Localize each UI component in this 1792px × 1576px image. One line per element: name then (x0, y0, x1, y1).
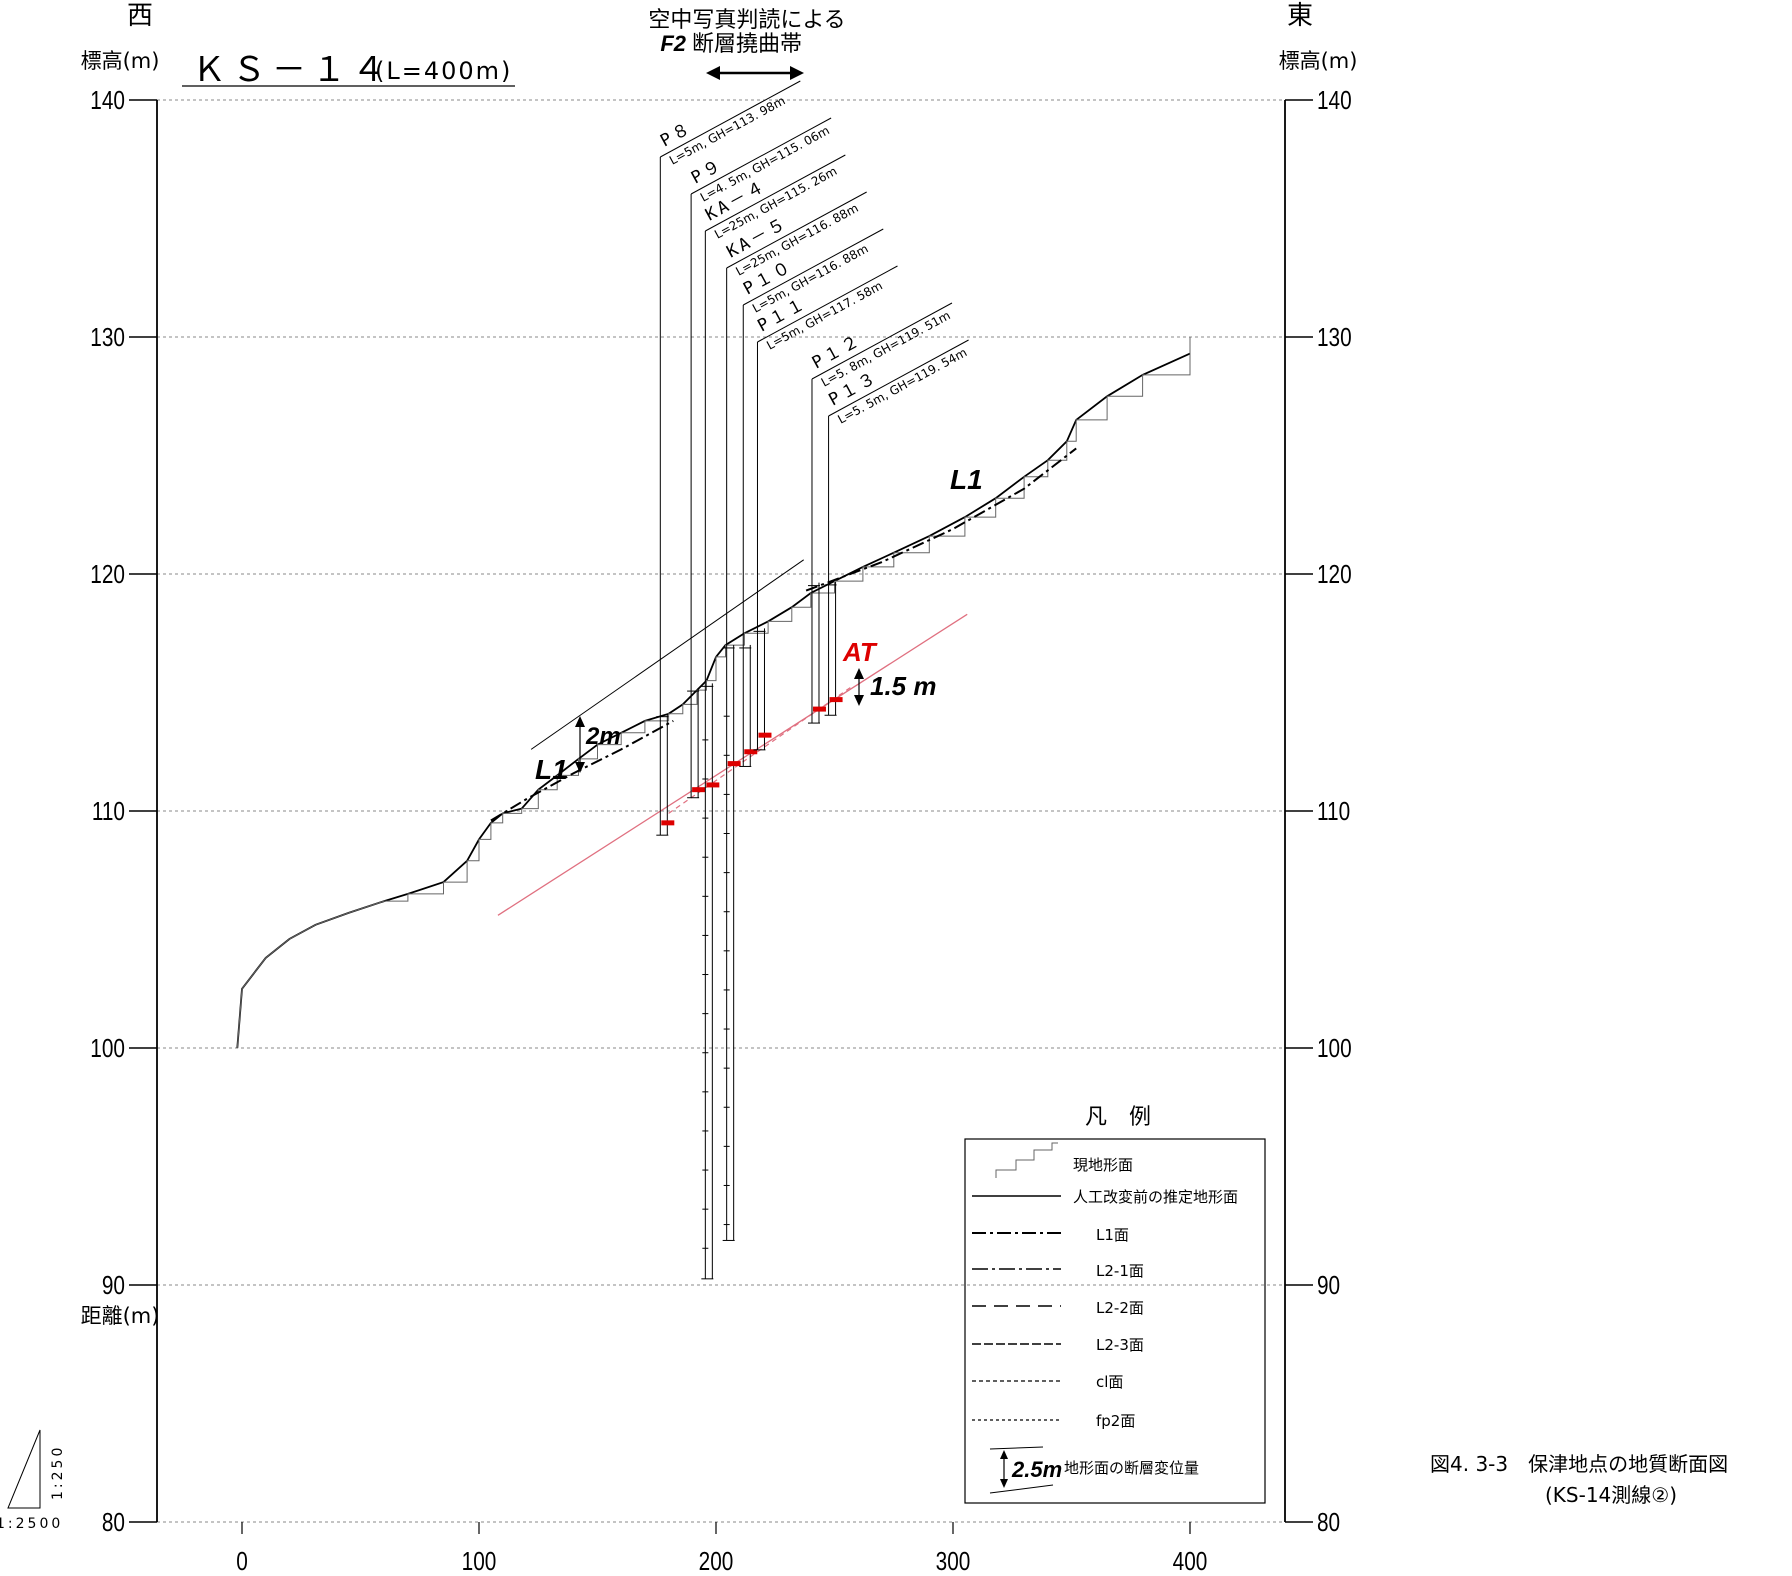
y-tick-label-right: 140 (1317, 86, 1352, 115)
scale-indicator: 1:250 1:2500 (0, 1429, 66, 1532)
y-tick-label-right: 110 (1317, 797, 1350, 826)
legend-item-pre-modification-surface: 人工改変前の推定地形面 (972, 1188, 1238, 1206)
borehole-leader (690, 117, 832, 195)
left-axis-label: 標高(m) (81, 49, 160, 73)
y-tick-label-left: 90 (102, 1271, 125, 1300)
offset-1-5m-arrow (854, 668, 864, 706)
svg-text:L2-1面: L2-1面 (1096, 1262, 1144, 1280)
l1-surface-west (490, 720, 674, 822)
borehole-leader (743, 228, 884, 306)
y-tick-label-right: 80 (1317, 1508, 1340, 1537)
pre-modification-surface (236, 352, 1191, 1049)
legend-item-fp2-surface: fp2面 (972, 1412, 1135, 1430)
current-surface (236, 337, 1191, 1049)
figure-caption-subtitle: (KS-14測線②) (1545, 1483, 1677, 1507)
legend-item-l2-1-surface: L2-1面 (972, 1262, 1144, 1280)
borehole-leader (726, 191, 867, 269)
fault-zone-line2: 断層撓曲帯 (692, 32, 802, 57)
fault-zone-line1: 空中写真判読による (648, 8, 845, 33)
y-tick-label-right: 120 (1317, 560, 1352, 589)
x-tick-label: 200 (699, 1547, 734, 1576)
y-tick-label-right: 130 (1317, 323, 1352, 352)
vertical-scale: 1:250 (50, 1445, 66, 1500)
borehole-leader (660, 80, 801, 158)
l1-projection-line (530, 559, 804, 750)
section-title: ＫＳ－１４ (192, 50, 392, 90)
l1-surface-east (805, 447, 1077, 592)
legend-item-cl-surface: cl面 (972, 1373, 1123, 1391)
terrain-profiles (236, 337, 1191, 1049)
x-tick-label: 400 (1173, 1547, 1208, 1576)
figure-caption: 図4. 3-3 保津地点の地質断面図 (1430, 1452, 1728, 1476)
borehole-leader (705, 154, 846, 232)
legend-item-fault-offset: 2.5m 地形面の断層変位量 (989, 1446, 1199, 1494)
fault-zone-arrow (706, 66, 804, 80)
svg-text:地形面の断層変位量: 地形面の断層変位量 (1064, 1459, 1199, 1477)
legend-item-l1-surface: L1面 (972, 1226, 1129, 1244)
svg-text:fp2面: fp2面 (1096, 1412, 1135, 1430)
y-tick-label-left: 80 (102, 1508, 125, 1537)
offset-1-5m-label: 1.5 m (870, 671, 937, 701)
axes: 140 140 130 130 120 120 110 110 100 100 90 90 80 80 0 1… (90, 86, 1351, 1576)
legend-box (964, 1138, 1266, 1504)
at-label: AT (842, 637, 878, 667)
borehole-leader (828, 339, 969, 417)
horizontal-scale: 1:2500 (0, 1516, 63, 1532)
legend-item-current-surface: 現地形面 (995, 1142, 1133, 1178)
y-tick-label-right: 90 (1317, 1271, 1340, 1300)
x-tick-label: 300 (936, 1547, 971, 1576)
y-tick-label-left: 140 (90, 86, 125, 115)
svg-text:人工改変前の推定地形面: 人工改変前の推定地形面 (1073, 1188, 1238, 1206)
svg-text:現地形面: 現地形面 (1073, 1156, 1133, 1174)
borehole-leader (811, 302, 953, 380)
svg-text:L2-2面: L2-2面 (1096, 1299, 1144, 1317)
west-label: 西 (127, 1, 153, 31)
east-label: 東 (1287, 1, 1313, 31)
legend-item-l2-2-surface: L2-2面 (972, 1299, 1144, 1317)
svg-text:L2-3面: L2-3面 (1096, 1336, 1144, 1354)
y-tick-label-right: 100 (1317, 1034, 1352, 1063)
elevation-gridlines (157, 99, 1285, 1523)
x-tick-label: 0 (236, 1547, 248, 1576)
x-tick-label: 100 (462, 1547, 497, 1576)
legend: 凡 例 現地形面 人工改変前の推定地形面 L1面 L2-1面 L2-2面 L2-… (964, 1105, 1266, 1504)
y-tick-label-left: 120 (90, 560, 125, 589)
offset-2m-arrow (575, 716, 585, 773)
fault-name: F2 (660, 31, 686, 56)
y-tick-label-left: 110 (92, 797, 125, 826)
borehole-leader (757, 265, 898, 343)
y-tick-label-left: 130 (90, 323, 125, 352)
legend-item-l2-3-surface: L2-3面 (972, 1336, 1144, 1354)
offset-2m-label: 2m (585, 723, 621, 750)
svg-text:2.5m: 2.5m (1011, 1457, 1062, 1482)
section-length: (L=400m) (375, 57, 512, 85)
svg-text:L1面: L1面 (1096, 1226, 1129, 1244)
right-axis-label: 標高(m) (1279, 49, 1358, 73)
svg-text:cl面: cl面 (1096, 1373, 1123, 1391)
legend-title: 凡 例 (1085, 1105, 1151, 1130)
l1-east-label: L1 (950, 464, 983, 495)
y-tick-label-left: 100 (90, 1034, 125, 1063)
l1-west-label: L1 (535, 754, 568, 785)
bottom-axis-label: 距離(m) (81, 1304, 160, 1328)
